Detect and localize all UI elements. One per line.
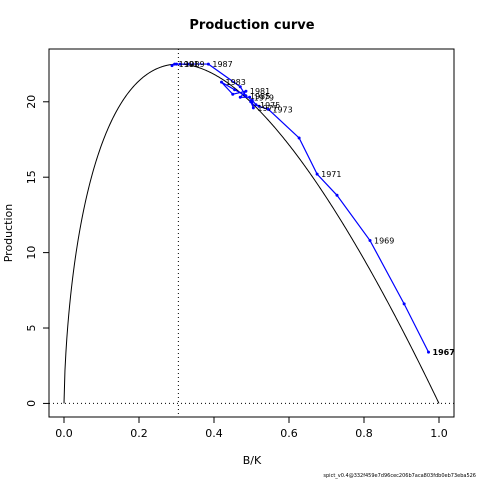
x-tick-label: 1.0 [430,427,448,440]
series-point [244,89,248,93]
series-point [266,107,270,111]
series-point [248,95,252,99]
series-point [297,136,301,140]
year-label: 1991 [179,60,199,69]
series-point [244,94,248,98]
year-label: 1981 [250,87,270,96]
series-point [170,64,174,68]
y-tick-label: 20 [25,95,38,109]
year-label: 1977 [257,104,277,113]
series-point [186,62,190,66]
year-label: 1971 [321,170,341,179]
series-point [231,92,235,96]
x-tick-label: 0.8 [355,427,373,440]
y-tick-label: 5 [25,325,38,332]
y-tick-label: 15 [25,170,38,184]
x-tick-label: 0.4 [205,427,223,440]
y-tick-label: 0 [25,400,38,407]
series-point [427,350,430,354]
x-tick-label: 0.6 [280,427,298,440]
series-point [335,193,339,197]
series-point [178,62,182,66]
series-point [251,106,255,110]
chart-title: Production curve [189,18,314,33]
series-point [249,100,253,104]
x-axis-label: B/K [243,454,262,467]
series-point [238,85,242,89]
version-footnote: spict_v0.4@332f459e7d96cec206b7aca803fdb… [323,473,476,479]
y-axis-label: Production [2,204,15,263]
series-point [220,80,223,84]
year-label: 1983 [226,78,246,87]
x-tick-label: 0.2 [130,427,148,440]
series-point [254,103,258,107]
year-label: 1989 [184,60,204,69]
series-point [315,172,319,176]
year-label: 1987 [212,60,232,69]
series-point [233,88,237,92]
year-label: 1975 [260,101,280,110]
year-label: 1967 [433,348,455,357]
x-tick-label: 0.0 [55,427,73,440]
year-label: 1973 [272,105,292,114]
series-point [206,62,210,66]
series-point [257,104,261,108]
year-label: 1985 [250,92,270,101]
series-point [368,239,372,243]
y-tick-label: 10 [25,246,38,260]
series-line [171,63,430,353]
year-label: 1969 [374,237,394,246]
series-point [402,302,406,306]
x-axis: 0.0 0.2 0.4 0.6 0.8 1.0 [55,417,448,440]
year-label: 1979 [254,93,274,102]
series-point [238,95,242,99]
y-axis: 0 5 10 15 20 [25,95,49,407]
plot-frame [48,48,455,418]
series-point [173,62,177,66]
